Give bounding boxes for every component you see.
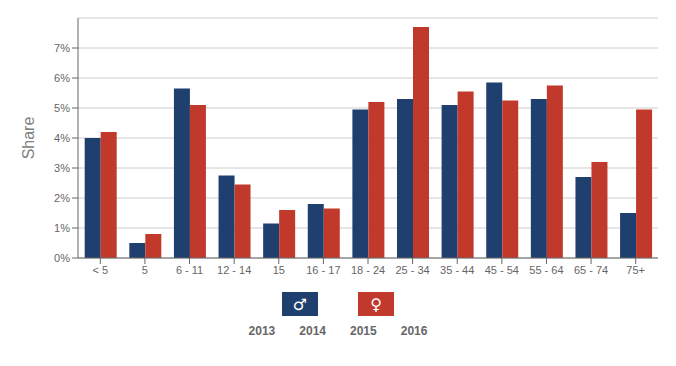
svg-text:75+: 75+ bbox=[626, 264, 645, 276]
svg-text:45 - 54: 45 - 54 bbox=[485, 264, 519, 276]
svg-text:35 - 44: 35 - 44 bbox=[440, 264, 474, 276]
svg-text:4%: 4% bbox=[54, 132, 70, 144]
svg-text:0%: 0% bbox=[54, 252, 70, 264]
html-text:2013: 2013 bbox=[248, 324, 276, 338]
svg-text:5%: 5% bbox=[54, 102, 70, 114]
svg-text:1%: 1% bbox=[54, 222, 70, 234]
svg-text:7%: 7% bbox=[54, 42, 70, 54]
svg-text:6 - 11: 6 - 11 bbox=[176, 264, 203, 276]
html-text:2015: 2015 bbox=[350, 324, 377, 338]
svg-text:25 - 34: 25 - 34 bbox=[395, 264, 429, 276]
svg-text:5: 5 bbox=[142, 264, 148, 276]
svg-text:3%: 3% bbox=[54, 162, 70, 174]
svg-text:55 - 64: 55 - 64 bbox=[529, 264, 563, 276]
svg-text:Share: Share bbox=[20, 117, 37, 160]
html-text:2016: 2016 bbox=[400, 324, 428, 338]
svg-text:16 - 17: 16 - 17 bbox=[306, 264, 340, 276]
svg-text:6%: 6% bbox=[54, 72, 70, 84]
svg-text:12 - 14: 12 - 14 bbox=[217, 264, 251, 276]
svg-text:65 - 74: 65 - 74 bbox=[574, 264, 608, 276]
svg-text:< 5: < 5 bbox=[93, 264, 109, 276]
svg-text:15: 15 bbox=[273, 264, 285, 276]
svg-text:2%: 2% bbox=[54, 192, 70, 204]
svg-text:18 - 24: 18 - 24 bbox=[351, 264, 385, 276]
html-text:2014: 2014 bbox=[299, 324, 326, 338]
